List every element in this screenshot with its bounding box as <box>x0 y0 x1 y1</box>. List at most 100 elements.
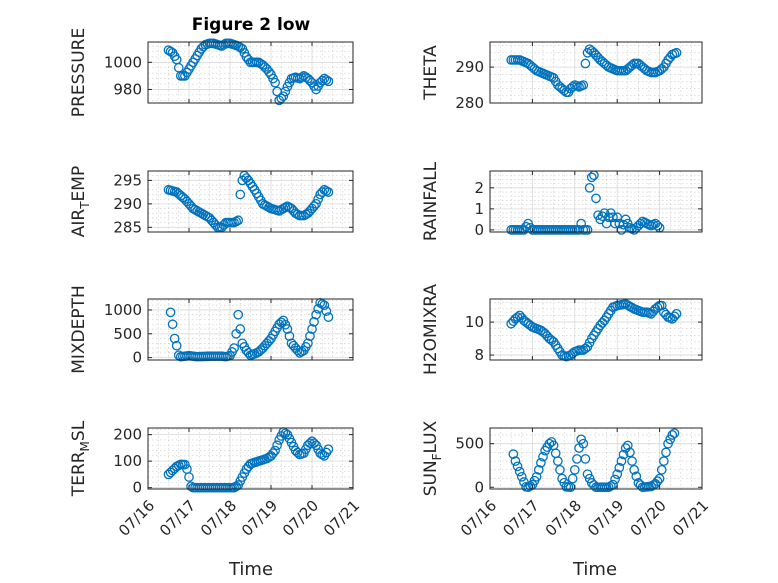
data-point <box>233 215 244 226</box>
data-point <box>323 444 334 455</box>
y-tick-label: 0 <box>474 478 484 496</box>
data-point <box>627 456 637 466</box>
subplot-mixdepth: 0 500 1000 MIXDEPTH <box>69 285 354 374</box>
y-tick-label: 980 <box>113 80 142 98</box>
data-point <box>586 172 597 183</box>
x-axis-label-left: Time <box>228 559 273 580</box>
axes-frame <box>489 427 703 490</box>
data-point <box>618 449 629 460</box>
y-axis-label: TERRMSL <box>69 420 92 497</box>
series-air-temp <box>163 170 334 233</box>
data-point <box>612 469 623 480</box>
y-axis-label: H2OMIXRA <box>421 284 441 375</box>
axes-background <box>490 171 702 232</box>
data-point <box>233 309 244 320</box>
data-point <box>313 194 323 205</box>
data-point <box>555 464 565 475</box>
data-point <box>508 449 519 459</box>
data-point <box>280 86 291 97</box>
subplot-h2omixra: 8 10 H2OMIXRA <box>421 284 703 375</box>
data-point <box>652 476 663 487</box>
data-point <box>544 438 555 449</box>
data-point <box>669 311 680 322</box>
y-axis-label: AIRTEMP <box>69 166 92 237</box>
data-point <box>319 300 330 311</box>
y-axis-label: MIXDEPTH <box>69 285 89 374</box>
y-tick-label: 290 <box>455 58 484 76</box>
data-point <box>536 458 546 468</box>
figure-title: Figure 2 low <box>192 15 311 35</box>
data-point <box>270 77 280 88</box>
axes-frame <box>147 427 354 490</box>
axes-frame <box>489 170 703 233</box>
data-point <box>235 324 246 334</box>
y-axis-label: RAINFALL <box>421 161 441 241</box>
data-point <box>296 72 307 83</box>
data-point <box>584 182 595 193</box>
data-point <box>229 343 239 353</box>
data-point <box>552 456 563 466</box>
data-point <box>311 309 321 320</box>
data-point <box>278 91 289 102</box>
axes-frame <box>489 298 703 361</box>
data-point <box>582 225 593 235</box>
data-point <box>321 186 332 196</box>
axes-background <box>148 428 353 489</box>
data-point <box>307 324 317 334</box>
data-point <box>559 85 570 96</box>
data-point <box>292 447 303 458</box>
series-h2omixra <box>506 299 682 362</box>
y-tick-label: 1000 <box>104 53 142 71</box>
y-axis-label: SUNFLUX <box>421 420 444 496</box>
subplot-air-temp: 285 290 295 AIRTEMP <box>69 166 354 237</box>
data-point <box>272 440 282 451</box>
data-point <box>622 440 633 451</box>
data-point <box>512 461 523 472</box>
data-point <box>667 430 678 440</box>
series-sun-flux <box>508 428 680 493</box>
data-point <box>231 216 241 227</box>
y-tick-label: 280 <box>455 94 484 112</box>
y-axis-label: PRESSURE <box>69 28 89 117</box>
data-point <box>538 451 548 462</box>
y-tick-label: 8 <box>474 346 484 364</box>
data-point <box>303 338 313 349</box>
data-point <box>516 471 527 482</box>
data-point <box>658 456 669 466</box>
data-point <box>305 438 315 449</box>
data-point <box>305 331 315 342</box>
series-theta <box>506 44 682 98</box>
data-point <box>671 47 682 58</box>
y-tick-label: 200 <box>113 426 142 444</box>
axes-frame <box>147 41 354 104</box>
data-point <box>280 202 291 213</box>
data-point <box>317 299 328 309</box>
data-point <box>284 331 295 342</box>
data-point <box>610 474 620 485</box>
data-point <box>580 454 591 464</box>
data-point <box>569 464 580 475</box>
data-point <box>671 308 682 319</box>
data-point <box>268 448 278 459</box>
data-point <box>282 324 293 334</box>
y-tick-label: 0 <box>132 349 142 367</box>
data-point <box>321 75 332 85</box>
data-point <box>567 473 578 484</box>
axes-frame <box>147 298 354 361</box>
y-tick-label: 2 <box>474 179 484 197</box>
y-tick-label: 0 <box>474 221 484 239</box>
data-point <box>165 307 176 318</box>
data-point <box>292 345 303 356</box>
subplot-theta: 280 290 THETA <box>421 41 703 112</box>
data-point <box>180 459 190 470</box>
y-tick-label: 295 <box>113 171 142 189</box>
data-point <box>629 464 640 475</box>
subplot-rainfall: 0 1 2 RAINFALL <box>421 161 703 241</box>
y-tick-label: 500 <box>113 325 142 343</box>
data-point <box>321 306 332 317</box>
subplot-pressure: 980 1000 PRESSURE <box>69 28 354 117</box>
data-point <box>654 473 665 484</box>
x-axis-label-right: Time <box>572 559 617 580</box>
